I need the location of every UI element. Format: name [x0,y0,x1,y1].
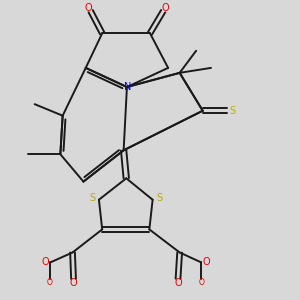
Text: N: N [124,82,131,92]
Text: O: O [47,278,53,287]
Text: O: O [41,257,49,267]
Text: O: O [174,278,182,288]
Text: S: S [230,106,236,116]
Text: O: O [202,257,210,267]
Text: O: O [162,3,170,13]
Text: O: O [70,278,77,288]
Text: O: O [199,278,205,287]
Text: O: O [85,3,92,13]
Text: S: S [89,193,95,203]
Text: S: S [156,193,162,203]
